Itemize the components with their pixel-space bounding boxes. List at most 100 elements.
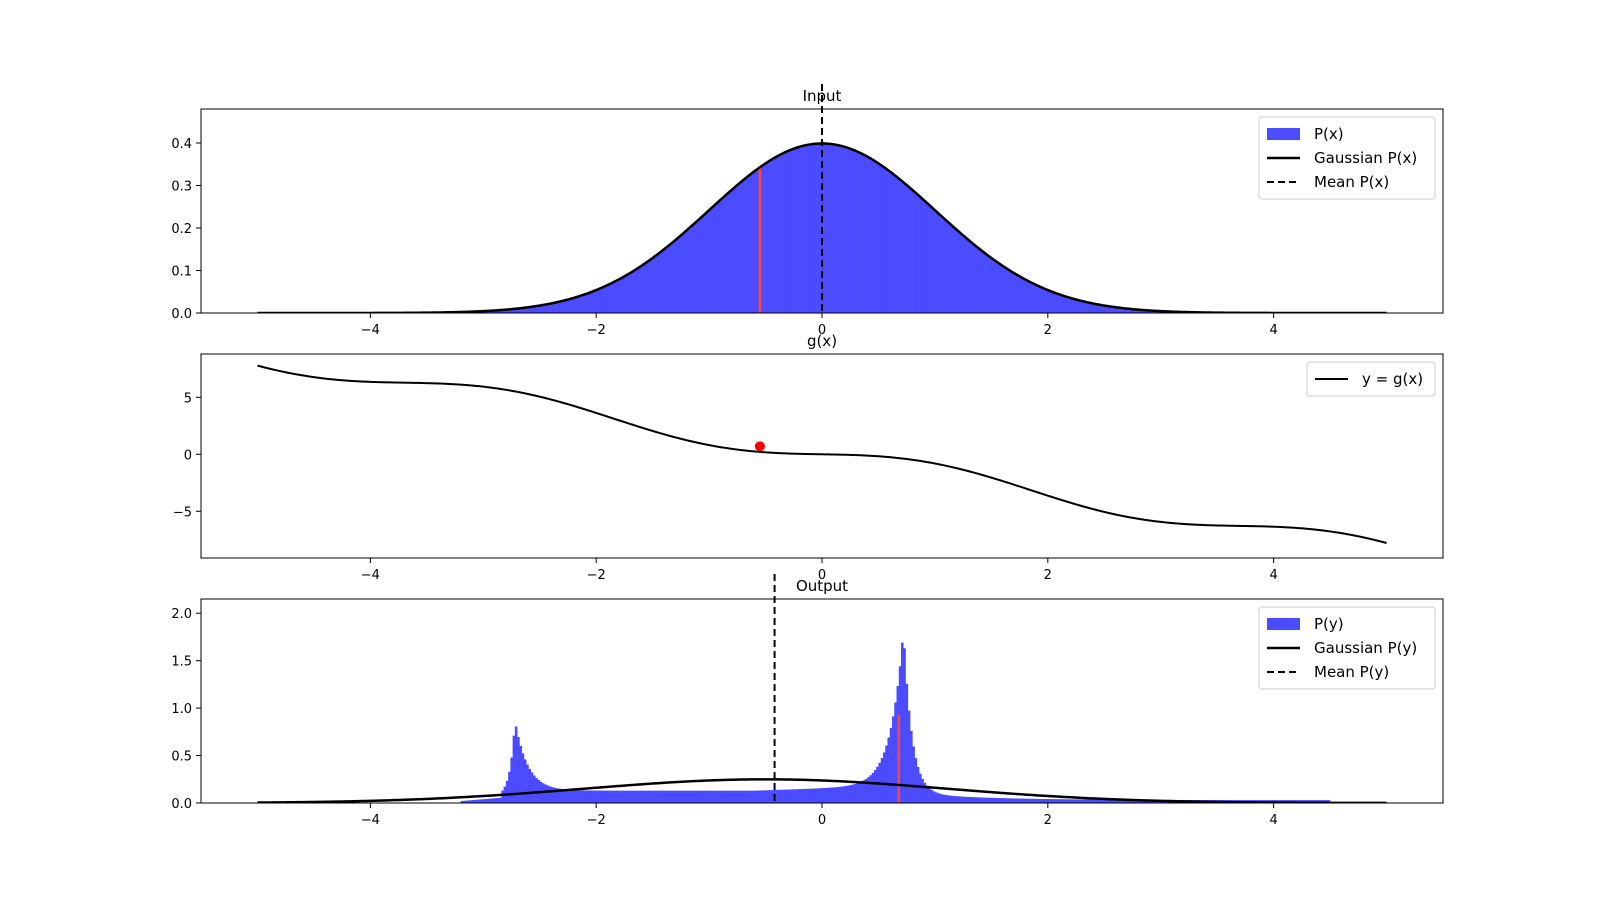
histogram-bar bbox=[1095, 304, 1098, 313]
histogram-bar bbox=[930, 207, 933, 313]
x-tick-label: 2 bbox=[1044, 323, 1052, 338]
histogram-bar bbox=[1108, 799, 1112, 803]
histogram-bar bbox=[894, 702, 897, 803]
histogram-bar bbox=[959, 233, 963, 313]
histogram-bar bbox=[815, 788, 818, 803]
histogram-bar bbox=[691, 225, 694, 313]
histogram-bar bbox=[1038, 798, 1042, 803]
histogram-bar bbox=[968, 796, 972, 803]
histogram-bar bbox=[815, 143, 818, 313]
histogram-bar bbox=[943, 219, 947, 313]
histogram-bar bbox=[742, 179, 746, 313]
histogram-bar bbox=[611, 282, 615, 313]
histogram-bar bbox=[575, 296, 579, 313]
histogram-bar bbox=[1135, 309, 1139, 313]
histogram-bar bbox=[650, 258, 653, 313]
histogram-bar bbox=[731, 790, 735, 803]
histogram-bar bbox=[835, 144, 839, 313]
histogram-bar bbox=[889, 727, 893, 803]
histogram-bar bbox=[715, 790, 719, 803]
histogram-bar bbox=[481, 799, 484, 803]
histogram-bar bbox=[1099, 799, 1103, 803]
histogram-bar bbox=[928, 788, 931, 803]
histogram-bar bbox=[684, 231, 687, 313]
histogram-bar bbox=[499, 797, 502, 803]
histogram-bar bbox=[740, 790, 744, 803]
histogram-bar bbox=[995, 797, 999, 803]
histogram-bar bbox=[751, 172, 755, 313]
histogram-bar bbox=[1054, 293, 1058, 313]
histogram-bar bbox=[1038, 286, 1042, 313]
histogram-bar bbox=[844, 786, 848, 803]
legend-label: Gaussian P(x) bbox=[1314, 149, 1417, 167]
histogram-bar bbox=[720, 198, 723, 313]
histogram-bar bbox=[706, 211, 710, 313]
histogram-bar bbox=[851, 784, 854, 803]
histogram-bar bbox=[596, 289, 599, 313]
plot-area bbox=[257, 642, 1387, 803]
histogram-bar bbox=[510, 309, 513, 313]
histogram-bar bbox=[686, 229, 690, 313]
histogram-bar bbox=[1004, 268, 1008, 313]
histogram-bar bbox=[1063, 799, 1067, 803]
histogram-bar bbox=[880, 165, 884, 313]
histogram-bar bbox=[794, 147, 798, 313]
histogram-bar bbox=[930, 789, 933, 803]
histogram-bar bbox=[693, 223, 696, 313]
histogram-bar bbox=[1029, 282, 1033, 313]
histogram-bar bbox=[580, 790, 583, 803]
histogram-bar bbox=[763, 164, 766, 313]
histogram-bar bbox=[487, 798, 491, 803]
histogram-bar bbox=[508, 771, 511, 803]
histogram-bar bbox=[1122, 308, 1125, 313]
histogram-bar bbox=[548, 786, 552, 803]
legend: P(y) Gaussian P(y) Mean P(y) bbox=[1258, 606, 1436, 690]
histogram-bar bbox=[526, 764, 529, 803]
histogram-bar bbox=[910, 188, 913, 313]
histogram-bar bbox=[1122, 799, 1125, 803]
histogram-bar bbox=[885, 168, 888, 313]
histogram-bar bbox=[596, 790, 599, 803]
histogram-bar bbox=[849, 148, 852, 313]
histogram-bar bbox=[905, 683, 909, 803]
histogram-bar bbox=[887, 737, 891, 803]
histogram-bar bbox=[1102, 799, 1105, 803]
legend-swatch-hist bbox=[1267, 128, 1300, 140]
histogram-bar bbox=[1056, 799, 1060, 803]
x-tick-label: 0 bbox=[818, 813, 826, 828]
histogram-bar bbox=[783, 789, 787, 803]
x-tick-label: 0 bbox=[818, 568, 826, 583]
histogram-bar bbox=[544, 304, 547, 313]
histogram-bar bbox=[776, 155, 780, 313]
histogram-bar bbox=[684, 790, 687, 803]
histogram-bar bbox=[460, 801, 464, 803]
histogram-bar bbox=[704, 790, 708, 803]
histogram-bar bbox=[722, 790, 726, 803]
histogram-bar bbox=[982, 797, 985, 803]
histogram-bar bbox=[666, 790, 669, 803]
histogram-bar bbox=[989, 797, 992, 803]
histogram-bar bbox=[1135, 799, 1139, 803]
histogram-bar bbox=[950, 225, 954, 313]
histogram-bar bbox=[663, 248, 667, 313]
histogram-bar bbox=[657, 253, 660, 313]
histogram-bar bbox=[605, 285, 608, 313]
histogram-bar bbox=[573, 297, 577, 313]
histogram-bar bbox=[1090, 303, 1094, 313]
histogram-bar bbox=[715, 202, 719, 313]
histogram-bar bbox=[702, 790, 705, 803]
histogram-bar bbox=[975, 246, 979, 313]
histogram-bar bbox=[645, 790, 649, 803]
histogram-bar bbox=[598, 790, 601, 803]
histogram-bar bbox=[882, 752, 886, 803]
histogram-bar bbox=[779, 154, 782, 313]
histogram-bar bbox=[921, 778, 924, 803]
histogram-bar bbox=[986, 255, 990, 313]
histogram-bar bbox=[738, 790, 742, 803]
histogram-bar bbox=[695, 221, 699, 313]
legend-box bbox=[1306, 361, 1436, 397]
histogram-bar bbox=[505, 780, 509, 803]
histogram-bar bbox=[1032, 798, 1035, 803]
histogram-bar bbox=[952, 795, 956, 803]
legend-label: Mean P(x) bbox=[1314, 173, 1389, 191]
